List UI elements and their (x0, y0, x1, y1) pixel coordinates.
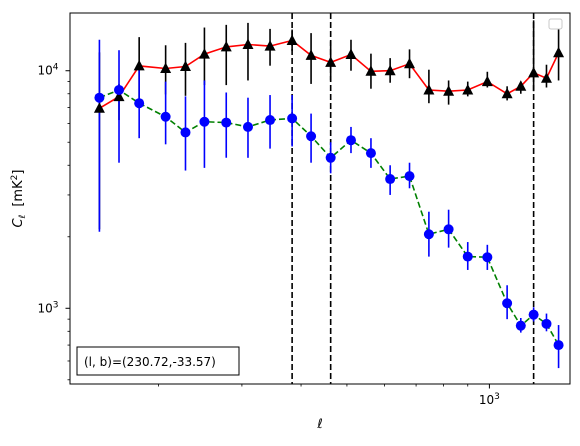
data-point (462, 251, 473, 262)
data-point (553, 46, 565, 58)
annotation-text: (l, b)=(230.72,-33.57) (84, 355, 216, 369)
data-point (242, 121, 253, 132)
data-point (94, 92, 105, 103)
data-point (264, 40, 276, 51)
data-point (515, 320, 526, 331)
legend-box (548, 18, 563, 30)
data-point (404, 171, 415, 182)
data-point (462, 83, 474, 95)
series-line (99, 89, 560, 346)
data-markers (93, 34, 565, 351)
y-tick-label: 103 (37, 300, 58, 315)
data-point (528, 66, 540, 78)
data-point (515, 80, 527, 91)
data-point (423, 83, 435, 95)
data-point (553, 340, 564, 351)
data-point (242, 38, 254, 49)
data-point (198, 48, 210, 59)
data-point (502, 298, 513, 309)
data-point (199, 116, 210, 127)
data-point (265, 115, 276, 126)
data-point (501, 87, 513, 99)
data-point (345, 135, 356, 146)
annotation: (l, b)=(230.72,-33.57) (76, 346, 240, 376)
reference-lines (291, 13, 535, 384)
data-point (134, 98, 145, 109)
data-point (325, 152, 336, 163)
data-point (287, 113, 298, 124)
data-point (114, 84, 125, 95)
data-point (423, 229, 434, 240)
x-tick-label: 103 (479, 392, 500, 407)
series-lines (98, 39, 560, 346)
annotation-box (76, 346, 240, 376)
data-point (160, 62, 172, 73)
data-point (482, 252, 493, 263)
data-point (180, 127, 191, 138)
plot-frame (69, 12, 571, 385)
data-point (133, 59, 145, 71)
data-point (365, 65, 377, 76)
data-point (325, 56, 337, 67)
data-point (113, 90, 125, 102)
data-point (220, 40, 232, 52)
data-point (286, 34, 298, 46)
data-point (443, 224, 454, 235)
y-axis-label: Cℓ[mK2] (10, 170, 28, 228)
axis-text: 103103104105ℓCℓ[mK2](l, b)=(230.72,-33.5… (10, 63, 500, 432)
data-point (345, 48, 357, 60)
data-point (306, 131, 317, 142)
data-point (443, 85, 455, 96)
data-point (384, 64, 396, 76)
x-axis-label: ℓ (316, 417, 322, 432)
data-point (160, 111, 171, 122)
series-line (98, 39, 560, 109)
data-point (305, 49, 317, 60)
axes (65, 12, 571, 389)
data-point (540, 72, 552, 83)
data-point (541, 318, 552, 329)
data-point (365, 148, 376, 159)
data-point (93, 102, 105, 113)
data-point (179, 60, 191, 71)
y-tick-label: 104 (37, 63, 58, 78)
data-point (385, 174, 396, 185)
data-point (221, 117, 232, 128)
data-point (528, 309, 539, 320)
data-point (404, 57, 416, 69)
data-point (481, 75, 493, 87)
